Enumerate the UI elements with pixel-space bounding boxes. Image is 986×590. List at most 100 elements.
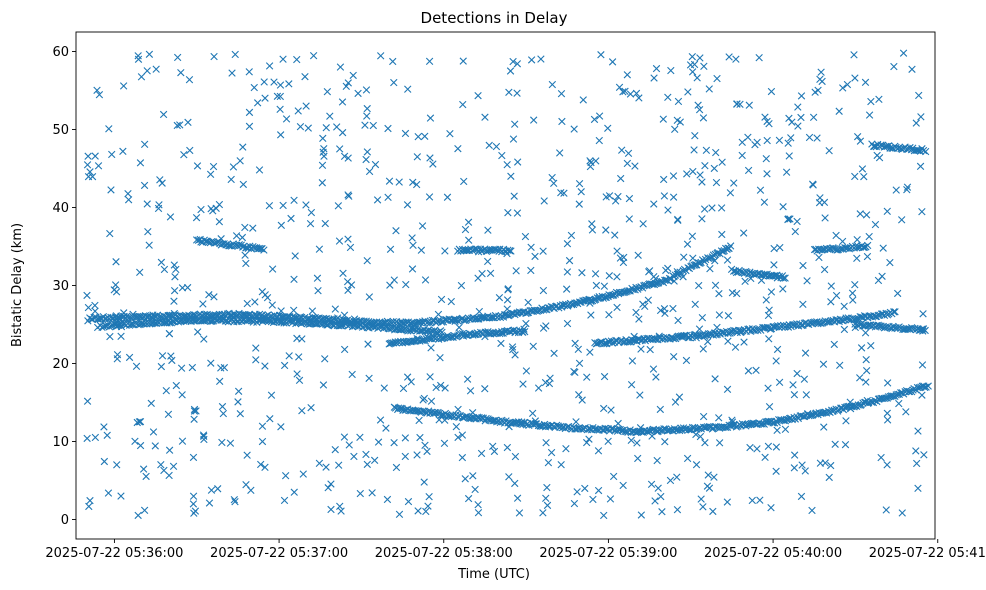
- data-point: [683, 240, 692, 248]
- data-point: [327, 505, 335, 514]
- data-point: [243, 299, 251, 308]
- data-point: [843, 244, 852, 252]
- data-point: [228, 69, 236, 77]
- data-point: [319, 148, 327, 156]
- data-point: [100, 457, 109, 466]
- data-point: [651, 279, 660, 288]
- data-point: [595, 136, 603, 145]
- data-point: [454, 433, 462, 442]
- data-point: [798, 461, 806, 469]
- data-point: [168, 356, 176, 365]
- data-point: [321, 355, 329, 363]
- data-point: [918, 391, 926, 399]
- data-point: [738, 151, 746, 160]
- data-point: [414, 507, 422, 515]
- data-point: [815, 253, 823, 262]
- data-point: [474, 508, 483, 517]
- data-point: [717, 247, 726, 255]
- data-point: [544, 458, 553, 467]
- data-point: [764, 442, 773, 451]
- data-point: [206, 170, 215, 179]
- data-point: [345, 192, 353, 200]
- data-point: [882, 506, 890, 514]
- data-point: [519, 328, 527, 336]
- y-tick-label: 50: [52, 123, 69, 138]
- data-point: [254, 316, 262, 324]
- data-point: [820, 423, 828, 431]
- data-point: [605, 192, 614, 200]
- data-point: [219, 409, 228, 418]
- data-point: [684, 425, 693, 434]
- data-point: [708, 204, 716, 212]
- data-point: [486, 269, 495, 277]
- data-point: [684, 88, 692, 96]
- data-point: [541, 378, 550, 387]
- data-point: [252, 344, 260, 352]
- data-point: [245, 108, 254, 117]
- data-point: [867, 342, 875, 350]
- data-point: [136, 159, 145, 167]
- data-point: [674, 316, 682, 325]
- data-point: [669, 352, 678, 361]
- data-point: [165, 329, 174, 338]
- data-point: [784, 139, 792, 147]
- data-point: [401, 452, 409, 461]
- data-point: [624, 149, 633, 158]
- data-point: [362, 86, 371, 94]
- data-point: [514, 418, 523, 426]
- data-point: [853, 132, 862, 141]
- data-point: [492, 142, 501, 151]
- data-point: [190, 415, 198, 423]
- data-point: [218, 402, 227, 411]
- data-point: [384, 193, 392, 201]
- data-point: [695, 105, 704, 114]
- data-point: [279, 201, 287, 210]
- data-point: [890, 62, 898, 71]
- data-point: [413, 153, 422, 161]
- data-point: [899, 49, 908, 57]
- data-point: [676, 118, 684, 126]
- data-point: [509, 345, 517, 354]
- data-point: [373, 196, 382, 204]
- data-point: [207, 486, 216, 494]
- data-point: [571, 368, 579, 377]
- data-point: [263, 293, 272, 302]
- data-point: [481, 113, 489, 121]
- data-point: [159, 110, 168, 119]
- data-point: [321, 219, 329, 228]
- data-point: [715, 311, 724, 319]
- data-point: [371, 160, 380, 169]
- data-point: [235, 241, 244, 249]
- data-point: [460, 177, 468, 186]
- data-point: [904, 387, 913, 396]
- data-point: [880, 394, 888, 403]
- data-point: [454, 144, 462, 153]
- data-point: [680, 253, 688, 261]
- data-point: [509, 135, 518, 143]
- data-point: [587, 158, 595, 167]
- data-point: [144, 228, 152, 236]
- data-point: [726, 242, 735, 250]
- data-point: [817, 68, 825, 76]
- data-point: [565, 256, 574, 265]
- data-point: [697, 495, 705, 503]
- data-point: [779, 274, 788, 282]
- data-point: [230, 495, 239, 504]
- data-point: [732, 55, 740, 63]
- data-point: [793, 369, 801, 378]
- data-point: [408, 234, 416, 242]
- data-point: [108, 150, 116, 159]
- data-point: [107, 186, 115, 194]
- data-point: [862, 355, 870, 364]
- data-point: [732, 100, 741, 108]
- data-point: [575, 180, 584, 188]
- data-point: [879, 244, 887, 252]
- data-point: [631, 286, 639, 294]
- data-point: [135, 418, 144, 426]
- data-point: [186, 146, 194, 155]
- data-point: [703, 423, 712, 431]
- data-point: [487, 313, 496, 322]
- data-point: [276, 81, 285, 89]
- data-point: [478, 269, 486, 278]
- data-point: [863, 252, 872, 261]
